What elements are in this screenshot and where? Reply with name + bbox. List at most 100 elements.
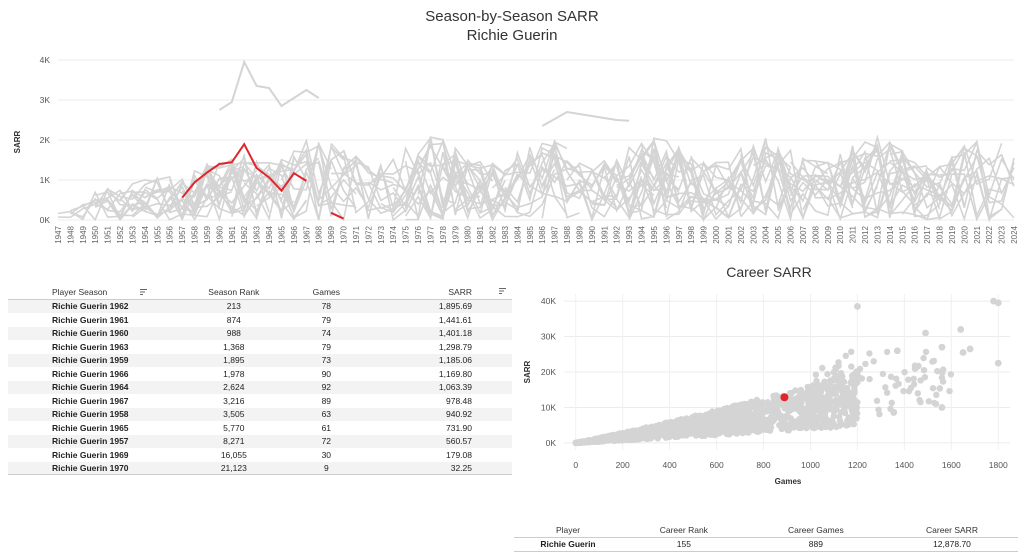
x-tick-label: 1954 [141, 225, 150, 243]
row-season-rank: 213 [226, 301, 241, 312]
x-tick-label: 2006 [787, 225, 796, 243]
y-tick-label: 30K [541, 332, 556, 342]
league-point [809, 424, 816, 431]
row-sarr: 32.25 [450, 463, 472, 474]
league-point [819, 364, 826, 372]
league-point [793, 421, 800, 429]
y-tick-label: 20K [541, 367, 556, 377]
league-point [922, 348, 930, 356]
league-line [591, 173, 679, 219]
row-player-season: Richie Guerin 1957 [52, 436, 129, 447]
header-player-season[interactable]: Player Season [8, 285, 176, 299]
x-tick-label: 1969 [327, 225, 336, 243]
league-point [710, 423, 718, 430]
sort-icon[interactable] [139, 288, 147, 295]
league-point [934, 367, 941, 375]
y-tick-label: 4K [40, 55, 51, 65]
y-tick-label: 2K [40, 135, 51, 145]
row-player-season: Richie Guerin 1970 [52, 463, 129, 474]
league-point [676, 423, 683, 430]
league-point [847, 389, 854, 397]
x-tick-label: 1999 [700, 225, 709, 243]
league-point [824, 370, 831, 378]
league-line [194, 172, 245, 209]
row-sarr: 1,185.06 [438, 355, 472, 366]
league-line [82, 175, 221, 222]
header-games[interactable]: Games [312, 286, 341, 297]
x-tick-label: 1947 [54, 225, 63, 243]
header-career-sarr[interactable]: Career SARR [926, 524, 978, 535]
league-point [966, 345, 974, 353]
league-point [807, 394, 815, 401]
table-row: Richie Guerin 1970 21,123 9 32.25 [8, 461, 512, 475]
x-tick-label: 1958 [191, 225, 200, 243]
x-tick-label: 1995 [650, 225, 659, 243]
league-point [832, 366, 839, 373]
league-point [856, 365, 864, 373]
row-player-season: Richie Guerin 1962 [52, 301, 129, 312]
league-point [854, 303, 861, 310]
league-point [752, 427, 759, 434]
x-tick-label: 1985 [526, 225, 535, 243]
league-point [702, 425, 709, 432]
table-row: Richie Guerin 1963 1,368 79 1,298.79 [8, 340, 512, 354]
league-point [957, 326, 965, 333]
x-tick-label: 1988 [563, 225, 572, 243]
header-career-rank[interactable]: Career Rank [659, 524, 708, 535]
header-player[interactable]: Player [555, 524, 581, 535]
row-games: 74 [321, 328, 332, 339]
row-sarr: 1,401.18 [438, 328, 472, 339]
career-sarr-value: 12,878.70 [933, 539, 971, 550]
league-point [901, 369, 908, 376]
league-point [803, 421, 810, 428]
x-tick-label: 1600 [942, 460, 961, 470]
league-point [831, 377, 838, 384]
x-tick-label: 1000 [801, 460, 820, 470]
top-chart-y-label: SARR [13, 130, 22, 153]
header-career-games[interactable]: Career Games [787, 524, 844, 535]
league-point [873, 397, 881, 404]
league-line [603, 141, 668, 209]
league-point [721, 417, 728, 424]
league-point [848, 417, 855, 424]
season-table-body: Richie Guerin 1962 213 78 1,895.69 Richie Gu… [8, 299, 512, 475]
league-point [749, 421, 757, 429]
career-chart-x-label: Games [775, 477, 802, 486]
league-line [280, 137, 481, 216]
league-point [895, 380, 902, 388]
league-line [839, 147, 966, 214]
highlight-point [780, 393, 789, 402]
header-sarr[interactable]: SARR [361, 285, 512, 299]
league-line [330, 142, 506, 221]
career-chart-x-ticks: 0 200 400 600 800 1000 1200 1400 1600 1800 [573, 460, 1008, 470]
x-tick-label: 1962 [240, 225, 249, 243]
x-tick-label: 1950 [91, 225, 100, 243]
row-sarr: 1,895.69 [438, 301, 472, 312]
league-point [803, 414, 810, 421]
league-point [833, 405, 840, 412]
league-point [752, 405, 759, 412]
x-tick-label: 2007 [799, 225, 808, 243]
league-point [604, 434, 611, 442]
x-tick-label: 1800 [989, 460, 1008, 470]
header-season-rank[interactable]: Season Rank [208, 286, 260, 297]
league-point [777, 414, 784, 421]
league-point [862, 360, 869, 368]
league-line [168, 158, 295, 222]
league-line [206, 164, 258, 205]
top-chart-subtitle: Richie Guerin [466, 27, 558, 44]
x-tick-label: 1966 [290, 225, 299, 243]
x-tick-label: 800 [756, 460, 770, 470]
league-point [910, 375, 917, 382]
league-point [678, 416, 685, 423]
season-table: Player Season Season Rank Games SARR Ric… [8, 285, 512, 475]
row-player-season: Richie Guerin 1964 [52, 382, 129, 393]
league-point [843, 396, 850, 404]
league-point [597, 435, 604, 443]
row-games: 61 [321, 422, 332, 433]
sort-icon[interactable] [499, 288, 506, 294]
x-tick-label: 1400 [895, 460, 914, 470]
header-player-season-label: Player Season [52, 286, 108, 297]
league-point [759, 399, 766, 406]
